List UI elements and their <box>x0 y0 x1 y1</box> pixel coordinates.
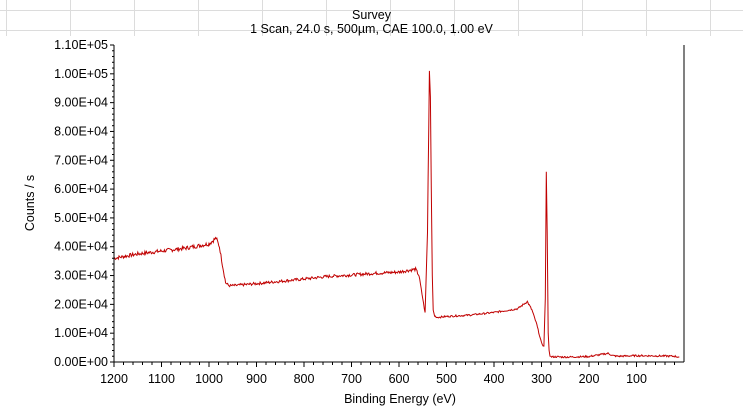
y-tick-label: 4.00E+04 <box>54 240 108 254</box>
y-tick-label: 0.00E+00 <box>54 355 108 369</box>
x-tick-label: 300 <box>531 372 552 386</box>
x-tick-label: 800 <box>294 372 315 386</box>
y-tick-label: 6.00E+04 <box>54 182 108 196</box>
chart-background <box>0 36 743 418</box>
x-tick-label: 700 <box>341 372 362 386</box>
y-tick-label: 9.00E+04 <box>54 96 108 110</box>
y-tick-label: 1.00E+04 <box>54 326 108 340</box>
y-tick-label: 1.00E+05 <box>54 67 108 81</box>
y-tick-label: 5.00E+04 <box>54 211 108 225</box>
x-tick-label: 900 <box>246 372 267 386</box>
x-tick-label: 400 <box>484 372 505 386</box>
y-tick-label: 1.10E+05 <box>54 38 108 52</box>
y-tick-label: 3.00E+04 <box>54 269 108 283</box>
x-tick-label: 600 <box>389 372 410 386</box>
y-tick-label: 7.00E+04 <box>54 153 108 167</box>
y-tick-label: 8.00E+04 <box>54 124 108 138</box>
x-tick-label: 1000 <box>195 372 223 386</box>
chart-title: Survey <box>352 8 391 22</box>
y-tick-label: 2.00E+04 <box>54 297 108 311</box>
x-axis-label: Binding Energy (eV) <box>344 392 456 406</box>
x-tick-label: 100 <box>626 372 647 386</box>
x-tick-label: 1200 <box>100 372 128 386</box>
x-tick-label: 200 <box>579 372 600 386</box>
series-layer <box>113 70 680 359</box>
x-tick-label: 500 <box>436 372 457 386</box>
y-axis-label: Counts / s <box>23 175 37 231</box>
x-tick-label: 1100 <box>148 372 175 386</box>
chart-subtitle: 1 Scan, 24.0 s, 500µm, CAE 100.0, 1.00 e… <box>250 22 493 36</box>
spectrum-series-line <box>113 70 680 359</box>
y-axis-ticks: 0.00E+00 1.00E+04 2.00E+04 3.00E+04 4.00E+04… <box>54 38 114 369</box>
